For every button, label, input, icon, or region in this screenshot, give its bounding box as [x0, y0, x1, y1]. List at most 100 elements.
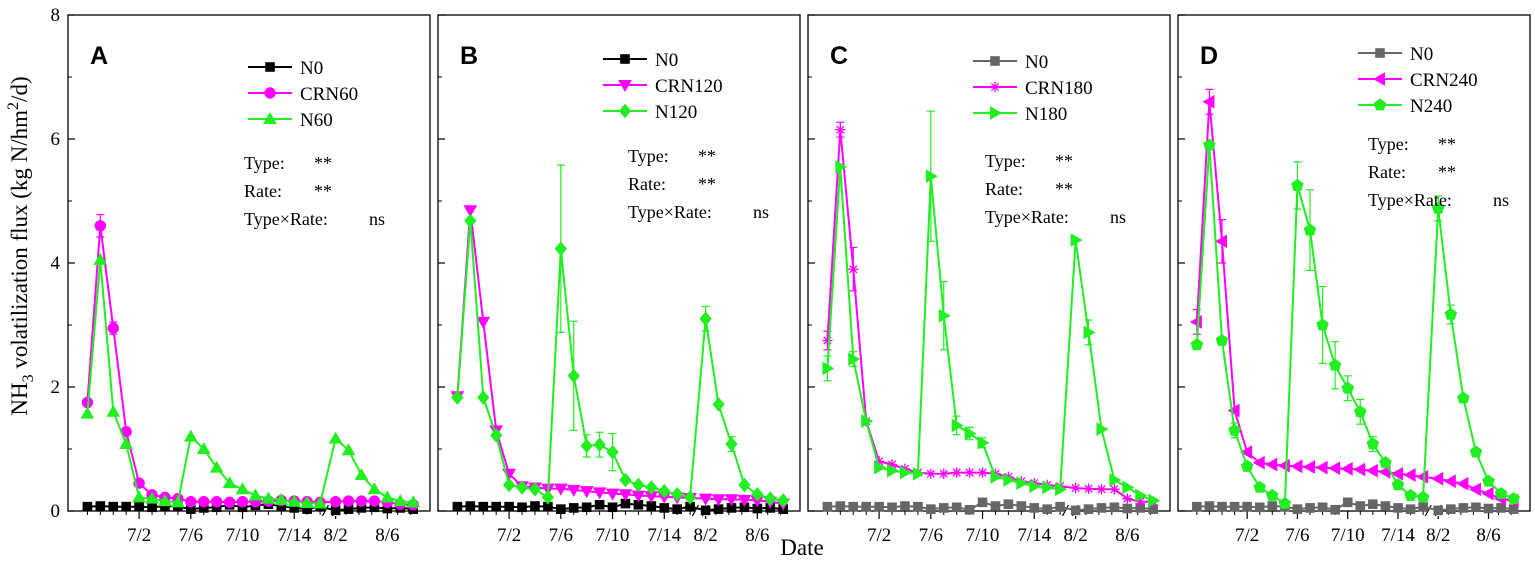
panel-label: A	[90, 42, 108, 70]
data-point	[1083, 325, 1096, 340]
data-point	[1122, 493, 1133, 504]
x-tick-label: 8/6	[745, 525, 769, 546]
series-line	[1195, 101, 1514, 502]
series-line	[456, 220, 784, 502]
data-point	[1229, 501, 1240, 512]
legend: N0 CRN60 N60	[248, 58, 358, 131]
data-point	[95, 501, 106, 511]
data-point	[528, 482, 542, 497]
data-point	[580, 438, 593, 454]
data-point	[1148, 493, 1161, 508]
data-point	[861, 414, 874, 428]
data-point	[147, 502, 157, 513]
stat-name: Type×Rate:	[628, 202, 712, 222]
panel-a: 0 2 4 6 8 7/2 7/6 7/10 7/14 8/2 8/6 N0 CRN60 N60 A Type…	[51, 5, 431, 546]
data-point	[1469, 445, 1483, 458]
data-point	[1366, 437, 1380, 450]
data-point	[1096, 422, 1109, 437]
x-tick-label: 8/2	[1426, 525, 1450, 546]
data-point	[1214, 234, 1227, 249]
legend-label: N180	[1025, 104, 1067, 125]
data-point	[874, 460, 887, 475]
data-point	[504, 501, 514, 512]
data-point-stroke	[1110, 485, 1119, 494]
data-point	[1042, 480, 1055, 495]
x-tick-label: 8/6	[1115, 525, 1139, 546]
data-point	[478, 501, 489, 512]
data-point	[1404, 488, 1417, 501]
data-point	[541, 490, 555, 505]
data-point	[964, 467, 975, 478]
data-point	[951, 502, 962, 513]
data-point-stroke	[836, 125, 845, 134]
data-point	[1328, 358, 1342, 371]
data-point	[1305, 503, 1315, 513]
data-point	[1494, 487, 1508, 499]
data-point	[1055, 482, 1068, 497]
data-point	[235, 482, 250, 495]
data-point	[725, 436, 738, 452]
data-point	[887, 463, 900, 478]
data-point	[158, 494, 172, 507]
stat-value: **	[698, 146, 716, 166]
data-point	[861, 501, 871, 512]
data-point	[530, 501, 540, 511]
data-point	[1203, 138, 1216, 151]
data-point	[1292, 504, 1303, 514]
data-point	[313, 496, 327, 509]
data-point	[477, 390, 490, 405]
data-point	[393, 494, 408, 507]
data-point	[1253, 480, 1267, 493]
x-tick-label: 8/2	[1063, 525, 1087, 546]
x-tick-label: 7/6	[179, 525, 203, 546]
data-point-stroke	[939, 469, 948, 478]
axis-break-slash	[1061, 504, 1069, 517]
data-point	[1471, 502, 1481, 513]
axis-break-slash	[1424, 504, 1432, 517]
data-point	[700, 505, 711, 516]
data-point	[1340, 461, 1353, 476]
stat-name: Type:	[244, 153, 285, 173]
data-point	[1457, 391, 1470, 404]
series-n0	[822, 497, 1158, 516]
y-tick-label: 2	[51, 377, 61, 398]
data-point	[912, 466, 925, 481]
series-n0	[1192, 497, 1519, 516]
data-point	[119, 437, 134, 450]
series-n0	[452, 498, 788, 516]
data-point	[1380, 501, 1391, 511]
data-point	[1240, 459, 1254, 472]
data-point	[977, 497, 988, 508]
series-line	[86, 259, 414, 505]
legend-marker-stroke	[990, 82, 1000, 92]
stat-value: **	[1055, 179, 1073, 199]
data-point	[1240, 445, 1253, 459]
data-point	[274, 492, 289, 505]
legend-marker	[618, 103, 632, 119]
legend-label: CRN60	[300, 84, 358, 105]
plot-frame	[807, 14, 1171, 512]
data-point	[1403, 468, 1416, 482]
legend-label: CRN120	[655, 76, 723, 97]
stat-name: Rate:	[628, 174, 666, 194]
data-point	[236, 496, 249, 508]
panel-c: 7/2 7/6 7/10 7/14 8/2 8/6 N0 CRN180 N180 C Type: **…	[807, 14, 1171, 546]
data-point	[1405, 504, 1416, 514]
x-tick-label: 7/14	[1017, 525, 1051, 546]
stat-name: Type×Rate:	[1368, 190, 1452, 210]
data-point	[822, 335, 833, 346]
data-point	[1416, 470, 1429, 484]
data-point	[1481, 486, 1494, 501]
data-point	[1083, 504, 1094, 514]
panel-d: 7/2 7/6 7/10 7/14 8/2 8/6 N0 CRN240 N240 D Type: **…	[1177, 14, 1531, 546]
x-tick-label: 7/2	[867, 525, 891, 546]
data-point	[198, 496, 210, 508]
data-point	[185, 496, 197, 508]
legend: N0 CRN180 N180	[973, 52, 1093, 125]
x-tick-label: 8/2	[323, 525, 347, 546]
legend-marker	[990, 56, 1000, 66]
stat-name: Type×Rate:	[244, 209, 328, 229]
data-point	[900, 501, 910, 511]
data-point	[1390, 466, 1403, 481]
data-point	[1277, 458, 1290, 473]
